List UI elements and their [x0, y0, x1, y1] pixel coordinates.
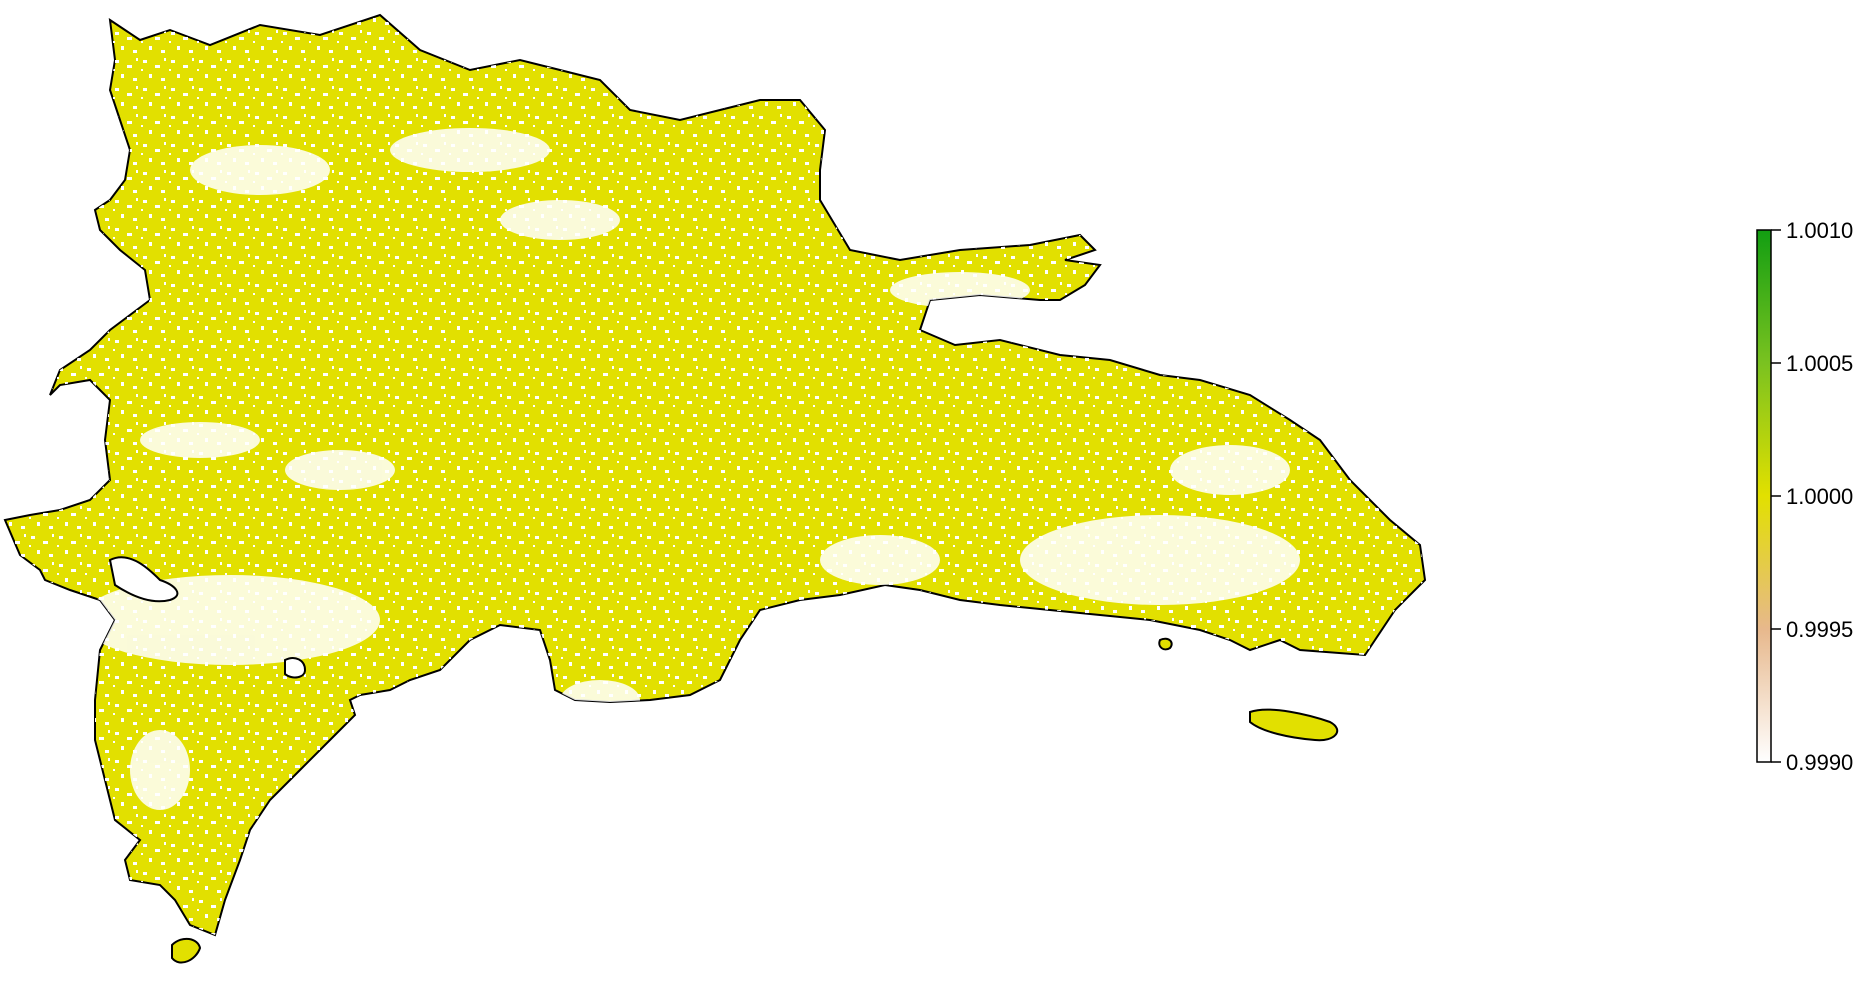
legend-tick-label: 0.9990 [1786, 750, 1853, 775]
legend-tick-label: 1.0000 [1786, 484, 1853, 509]
nodata-patches [80, 128, 1300, 810]
saona-island [1249, 708, 1339, 742]
lake-enriquillo [108, 556, 179, 603]
legend-tick-label: 0.9995 [1786, 617, 1853, 642]
lake-azuei [284, 657, 307, 679]
colorbar-ticks [1771, 229, 1781, 763]
legend-tick-label: 1.0005 [1786, 351, 1853, 376]
legend-tick-label: 1.0010 [1786, 218, 1853, 243]
color-legend: 1.0010 1.0005 1.0000 0.9995 0.9990 [1756, 218, 1853, 775]
beata-island [171, 937, 202, 964]
offshore-islands [171, 637, 1339, 964]
catalina-island [1158, 637, 1173, 651]
colorbar [1756, 229, 1772, 763]
island-landmass [3, 13, 1427, 937]
